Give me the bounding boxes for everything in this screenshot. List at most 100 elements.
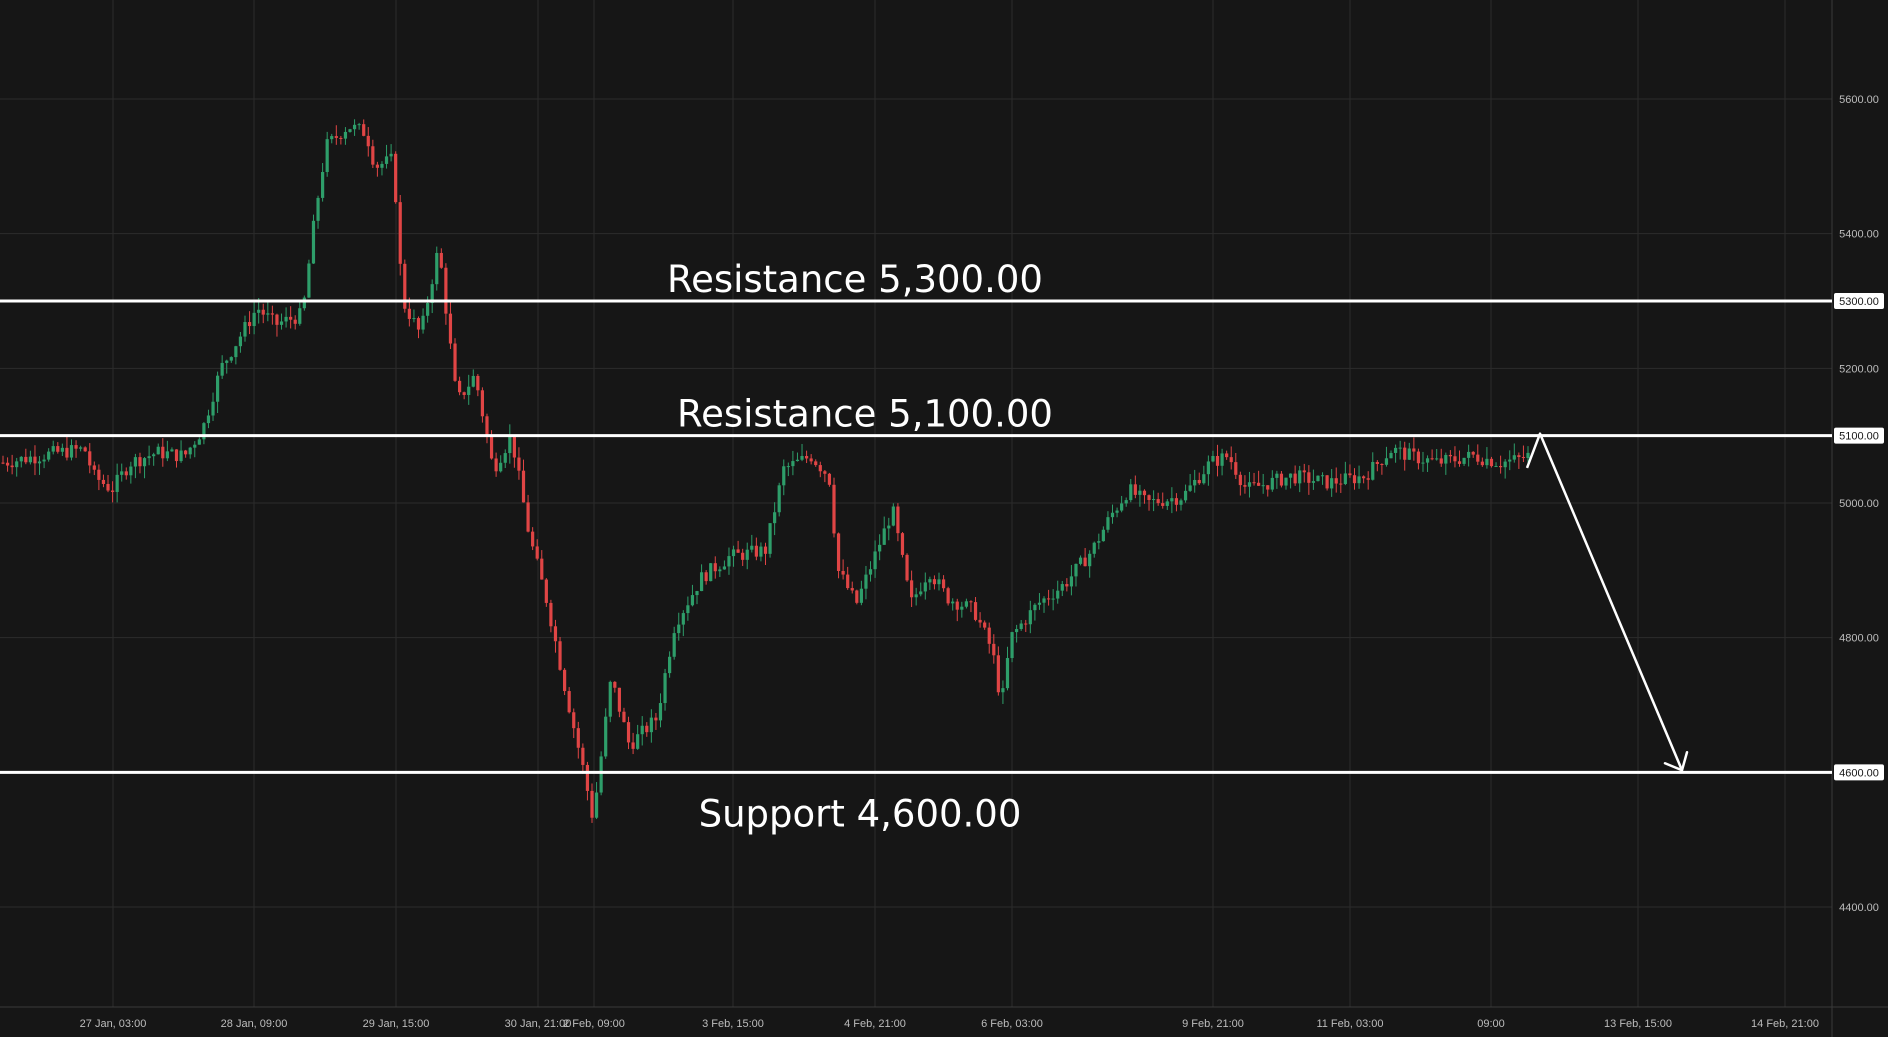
candle-body [302, 297, 306, 309]
candle-body [859, 588, 863, 603]
candle-body [197, 439, 201, 445]
candle-body [316, 197, 320, 221]
candle-body [745, 549, 749, 560]
candle-body [800, 455, 804, 460]
candle-body [1389, 452, 1393, 459]
candle-body [1037, 602, 1042, 605]
candle-body [247, 322, 252, 327]
candle-body [622, 711, 626, 723]
candle-body [736, 549, 740, 553]
candle-body [407, 308, 411, 319]
candle-body [608, 681, 612, 717]
candle-body [1183, 490, 1188, 501]
candle-body [914, 594, 918, 598]
candle-body [955, 601, 959, 610]
candle-body [1380, 463, 1384, 465]
candle-body [1083, 557, 1087, 567]
candle-body [1074, 563, 1078, 577]
candle-body [412, 318, 416, 320]
candle-body [133, 457, 138, 467]
candle-body [983, 622, 987, 628]
candle-body [563, 669, 567, 692]
candle-body [1457, 461, 1462, 464]
candle-body [1494, 466, 1498, 468]
projection-arrow [1525, 432, 1689, 772]
candle-body [1010, 632, 1014, 659]
candle-body [791, 461, 795, 467]
candle-body [47, 451, 51, 460]
candle-body [814, 461, 818, 466]
candle-body [864, 574, 868, 589]
candle-body [220, 362, 224, 376]
candle-body [184, 450, 188, 455]
price-badge-text: 5300.00 [1839, 296, 1879, 308]
candle-body [1120, 503, 1124, 511]
candle-body [334, 136, 338, 138]
candle-body [992, 643, 996, 656]
candle-body [19, 456, 23, 462]
candle-body [243, 322, 247, 337]
candle-body [485, 416, 489, 437]
candle-body [1517, 455, 1521, 458]
candle-body [617, 687, 621, 712]
candle-body [1174, 498, 1179, 505]
candle-body [1042, 598, 1046, 603]
candle-body [471, 375, 475, 387]
candle-body [1097, 541, 1101, 543]
candle-body [636, 734, 640, 749]
candle-body [1485, 458, 1489, 466]
candle-body [394, 153, 398, 203]
candle-body [882, 528, 886, 545]
candle-body [371, 146, 375, 165]
candle-body [138, 457, 142, 467]
candle-body [1142, 490, 1147, 496]
candle-body [97, 469, 101, 480]
candle-body [699, 572, 704, 592]
price-tick-label: 4400.00 [1839, 902, 1879, 914]
candle-body [576, 728, 580, 748]
candle-body [795, 459, 800, 462]
candle-body [1065, 584, 1069, 587]
time-axis[interactable]: 27 Jan, 03:00 28 Jan, 09:00 29 Jan, 15:00 3… [80, 1018, 1819, 1030]
candle-body [640, 725, 644, 735]
candle-body [686, 605, 690, 614]
candle-body [1284, 477, 1288, 486]
candle-body [129, 466, 133, 476]
candle-body [1343, 473, 1347, 485]
candle-body [33, 456, 37, 464]
candle-body [1243, 485, 1247, 487]
candle-body [170, 449, 174, 452]
candle-body [462, 392, 466, 395]
candle-body [964, 601, 968, 607]
candle-body [1476, 454, 1480, 462]
candle-body [1398, 447, 1402, 449]
candle-body [56, 446, 60, 452]
candle-body [960, 606, 964, 610]
candle-body [1366, 478, 1370, 480]
candle-body [1439, 458, 1443, 464]
candle-body [1412, 448, 1416, 452]
candle-body [1188, 485, 1192, 491]
level-label: Resistance 5,300.00 [667, 258, 1043, 301]
time-tick-label: 28 Jan, 09:00 [221, 1018, 288, 1030]
candle-body [1024, 623, 1028, 625]
candle-body [421, 315, 425, 330]
candle-body [307, 263, 311, 298]
candle-body [101, 479, 106, 484]
candle-body [581, 747, 585, 765]
candle-body [1147, 495, 1151, 501]
candle-body [206, 415, 211, 424]
candle-body [1371, 461, 1375, 480]
candle-body [750, 545, 754, 550]
candle-body [366, 135, 370, 147]
candle-body [535, 546, 539, 559]
candle-body [1499, 466, 1503, 468]
level-lines: Resistance 5,300.00 Resistance 5,100.00 Su… [0, 258, 1832, 835]
candle-body [435, 252, 439, 285]
candle-body [325, 139, 329, 172]
candle-body [60, 447, 64, 452]
candle-body [215, 375, 220, 402]
price-axis[interactable]: 5300.00 5100.00 4600.00 5600.00 5400.00 5200.… [1834, 94, 1884, 914]
time-tick-label: 29 Jan, 15:00 [363, 1018, 430, 1030]
